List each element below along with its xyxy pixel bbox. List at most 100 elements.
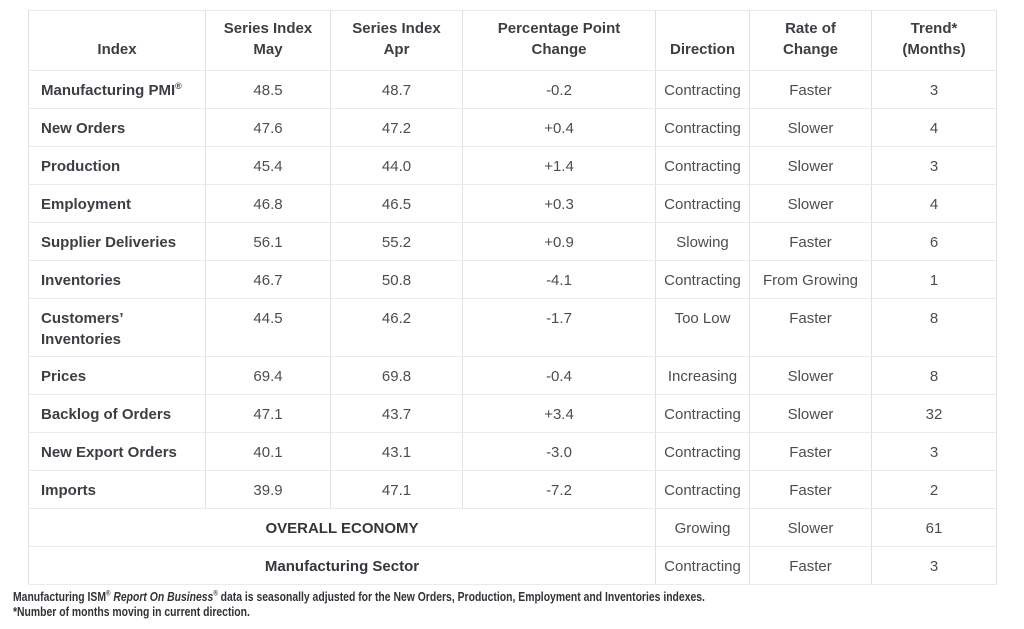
- direction-value-cell: Contracting: [655, 394, 750, 433]
- apr-value-cell: 43.7: [330, 394, 463, 433]
- change-value-cell: +0.9: [462, 222, 656, 261]
- summary-row: OVERALL ECONOMY Growing Slower 61: [28, 508, 997, 547]
- apr-value-cell: 46.2: [330, 298, 463, 357]
- rate-value-cell: Faster: [749, 470, 872, 509]
- apr-value-cell: 69.8: [330, 356, 463, 395]
- index-label-cell: Supplier Deliveries: [28, 222, 206, 261]
- apr-value-cell: 48.7: [330, 70, 463, 109]
- table-row: Imports 39.9 47.1 -7.2 Contracting Faster 2: [28, 470, 997, 509]
- column-header-index: Index: [28, 10, 206, 71]
- apr-value-cell: 55.2: [330, 222, 463, 261]
- index-label-cell: Inventories: [28, 260, 206, 299]
- trend-value-cell: 2: [871, 470, 997, 509]
- table-row: New Orders 47.6 47.2 +0.4 Contracting Slower 4: [28, 108, 997, 147]
- trend-value-cell: 3: [871, 70, 997, 109]
- column-header-rate: Rate of Change: [749, 10, 872, 71]
- ism-pmi-table: Index Series Index May Series Index Apr Per…: [28, 10, 997, 585]
- change-value-cell: -7.2: [462, 470, 656, 509]
- rate-value-cell: Slower: [749, 108, 872, 147]
- summary-label-cell: OVERALL ECONOMY: [28, 508, 656, 547]
- may-value-cell: 47.1: [205, 394, 331, 433]
- direction-value-cell: Contracting: [655, 70, 750, 109]
- trend-value-cell: 1: [871, 260, 997, 299]
- table-row: Production 45.4 44.0 +1.4 Contracting Slower 3: [28, 146, 997, 185]
- summary-row: Manufacturing Sector Contracting Faster 3: [28, 546, 997, 585]
- trend-value-cell: 3: [871, 432, 997, 471]
- index-label-cell: Prices: [28, 356, 206, 395]
- direction-value-cell: Contracting: [655, 146, 750, 185]
- column-header-trend: Trend* (Months): [871, 10, 997, 71]
- trend-value-cell: 61: [871, 508, 997, 547]
- may-value-cell: 44.5: [205, 298, 331, 357]
- change-value-cell: -3.0: [462, 432, 656, 471]
- column-header-apr: Series Index Apr: [330, 10, 463, 71]
- rate-value-cell: From Growing: [749, 260, 872, 299]
- column-header-direction: Direction: [655, 10, 750, 71]
- table-row: Backlog of Orders 47.1 43.7 +3.4 Contracting…: [28, 394, 997, 433]
- change-value-cell: -0.2: [462, 70, 656, 109]
- apr-value-cell: 47.1: [330, 470, 463, 509]
- direction-value-cell: Contracting: [655, 260, 750, 299]
- rate-value-cell: Faster: [749, 70, 872, 109]
- may-value-cell: 46.8: [205, 184, 331, 223]
- trend-value-cell: 8: [871, 298, 997, 357]
- change-value-cell: +3.4: [462, 394, 656, 433]
- table-row: New Export Orders 40.1 43.1 -3.0 Contracting…: [28, 432, 997, 471]
- direction-value-cell: Contracting: [655, 432, 750, 471]
- rate-value-cell: Slower: [749, 508, 872, 547]
- change-value-cell: -4.1: [462, 260, 656, 299]
- direction-value-cell: Growing: [655, 508, 750, 547]
- change-value-cell: -0.4: [462, 356, 656, 395]
- trend-value-cell: 4: [871, 184, 997, 223]
- direction-value-cell: Contracting: [655, 470, 750, 509]
- table-row: Inventories 46.7 50.8 -4.1 Contracting From G…: [28, 260, 997, 299]
- index-label-cell: New Orders: [28, 108, 206, 147]
- may-value-cell: 46.7: [205, 260, 331, 299]
- trend-value-cell: 32: [871, 394, 997, 433]
- index-label-cell: Backlog of Orders: [28, 394, 206, 433]
- apr-value-cell: 50.8: [330, 260, 463, 299]
- table-header: Index Series Index May Series Index Apr Per…: [28, 10, 997, 71]
- change-value-cell: +0.3: [462, 184, 656, 223]
- footnote: Manufacturing ISM® Report On Business® d…: [13, 589, 973, 619]
- trend-value-cell: 4: [871, 108, 997, 147]
- rate-value-cell: Faster: [749, 432, 872, 471]
- may-value-cell: 45.4: [205, 146, 331, 185]
- table-row: Employment 46.8 46.5 +0.3 Contracting Slower 4: [28, 184, 997, 223]
- direction-value-cell: Contracting: [655, 184, 750, 223]
- may-value-cell: 47.6: [205, 108, 331, 147]
- table-row: Supplier Deliveries 56.1 55.2 +0.9 Slowing Fa…: [28, 222, 997, 261]
- change-value-cell: +1.4: [462, 146, 656, 185]
- direction-value-cell: Slowing: [655, 222, 750, 261]
- table-row: Prices 69.4 69.8 -0.4 Increasing Slower 8: [28, 356, 997, 395]
- rate-value-cell: Faster: [749, 222, 872, 261]
- trend-value-cell: 6: [871, 222, 997, 261]
- rate-value-cell: Slower: [749, 356, 872, 395]
- rate-value-cell: Faster: [749, 546, 872, 585]
- direction-value-cell: Contracting: [655, 546, 750, 585]
- column-header-change: Percentage Point Change: [462, 10, 656, 71]
- direction-value-cell: Contracting: [655, 108, 750, 147]
- trend-value-cell: 8: [871, 356, 997, 395]
- index-label-cell: Customers’ Inventories: [28, 298, 206, 357]
- footnote-line: Manufacturing ISM® Report On Business® d…: [13, 588, 705, 604]
- may-value-cell: 48.5: [205, 70, 331, 109]
- change-value-cell: -1.7: [462, 298, 656, 357]
- direction-value-cell: Increasing: [655, 356, 750, 395]
- rate-value-cell: Slower: [749, 394, 872, 433]
- may-value-cell: 56.1: [205, 222, 331, 261]
- table-row: Customers’ Inventories 44.5 46.2 -1.7 Too Lo…: [28, 298, 997, 357]
- trend-value-cell: 3: [871, 546, 997, 585]
- table-header-row: Index Series Index May Series Index Apr Per…: [28, 10, 997, 71]
- index-label-cell: Production: [28, 146, 206, 185]
- change-value-cell: +0.4: [462, 108, 656, 147]
- trend-value-cell: 3: [871, 146, 997, 185]
- table-row: Manufacturing PMI® 48.5 48.7 -0.2 Contractin…: [28, 70, 997, 109]
- may-value-cell: 69.4: [205, 356, 331, 395]
- direction-value-cell: Too Low: [655, 298, 750, 357]
- index-label-cell: Manufacturing PMI®: [28, 70, 206, 109]
- footnote-line: *Number of months moving in current dire…: [13, 604, 250, 619]
- apr-value-cell: 43.1: [330, 432, 463, 471]
- index-label-cell: Employment: [28, 184, 206, 223]
